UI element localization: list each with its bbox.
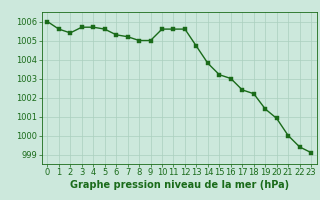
X-axis label: Graphe pression niveau de la mer (hPa): Graphe pression niveau de la mer (hPa) xyxy=(70,180,289,190)
